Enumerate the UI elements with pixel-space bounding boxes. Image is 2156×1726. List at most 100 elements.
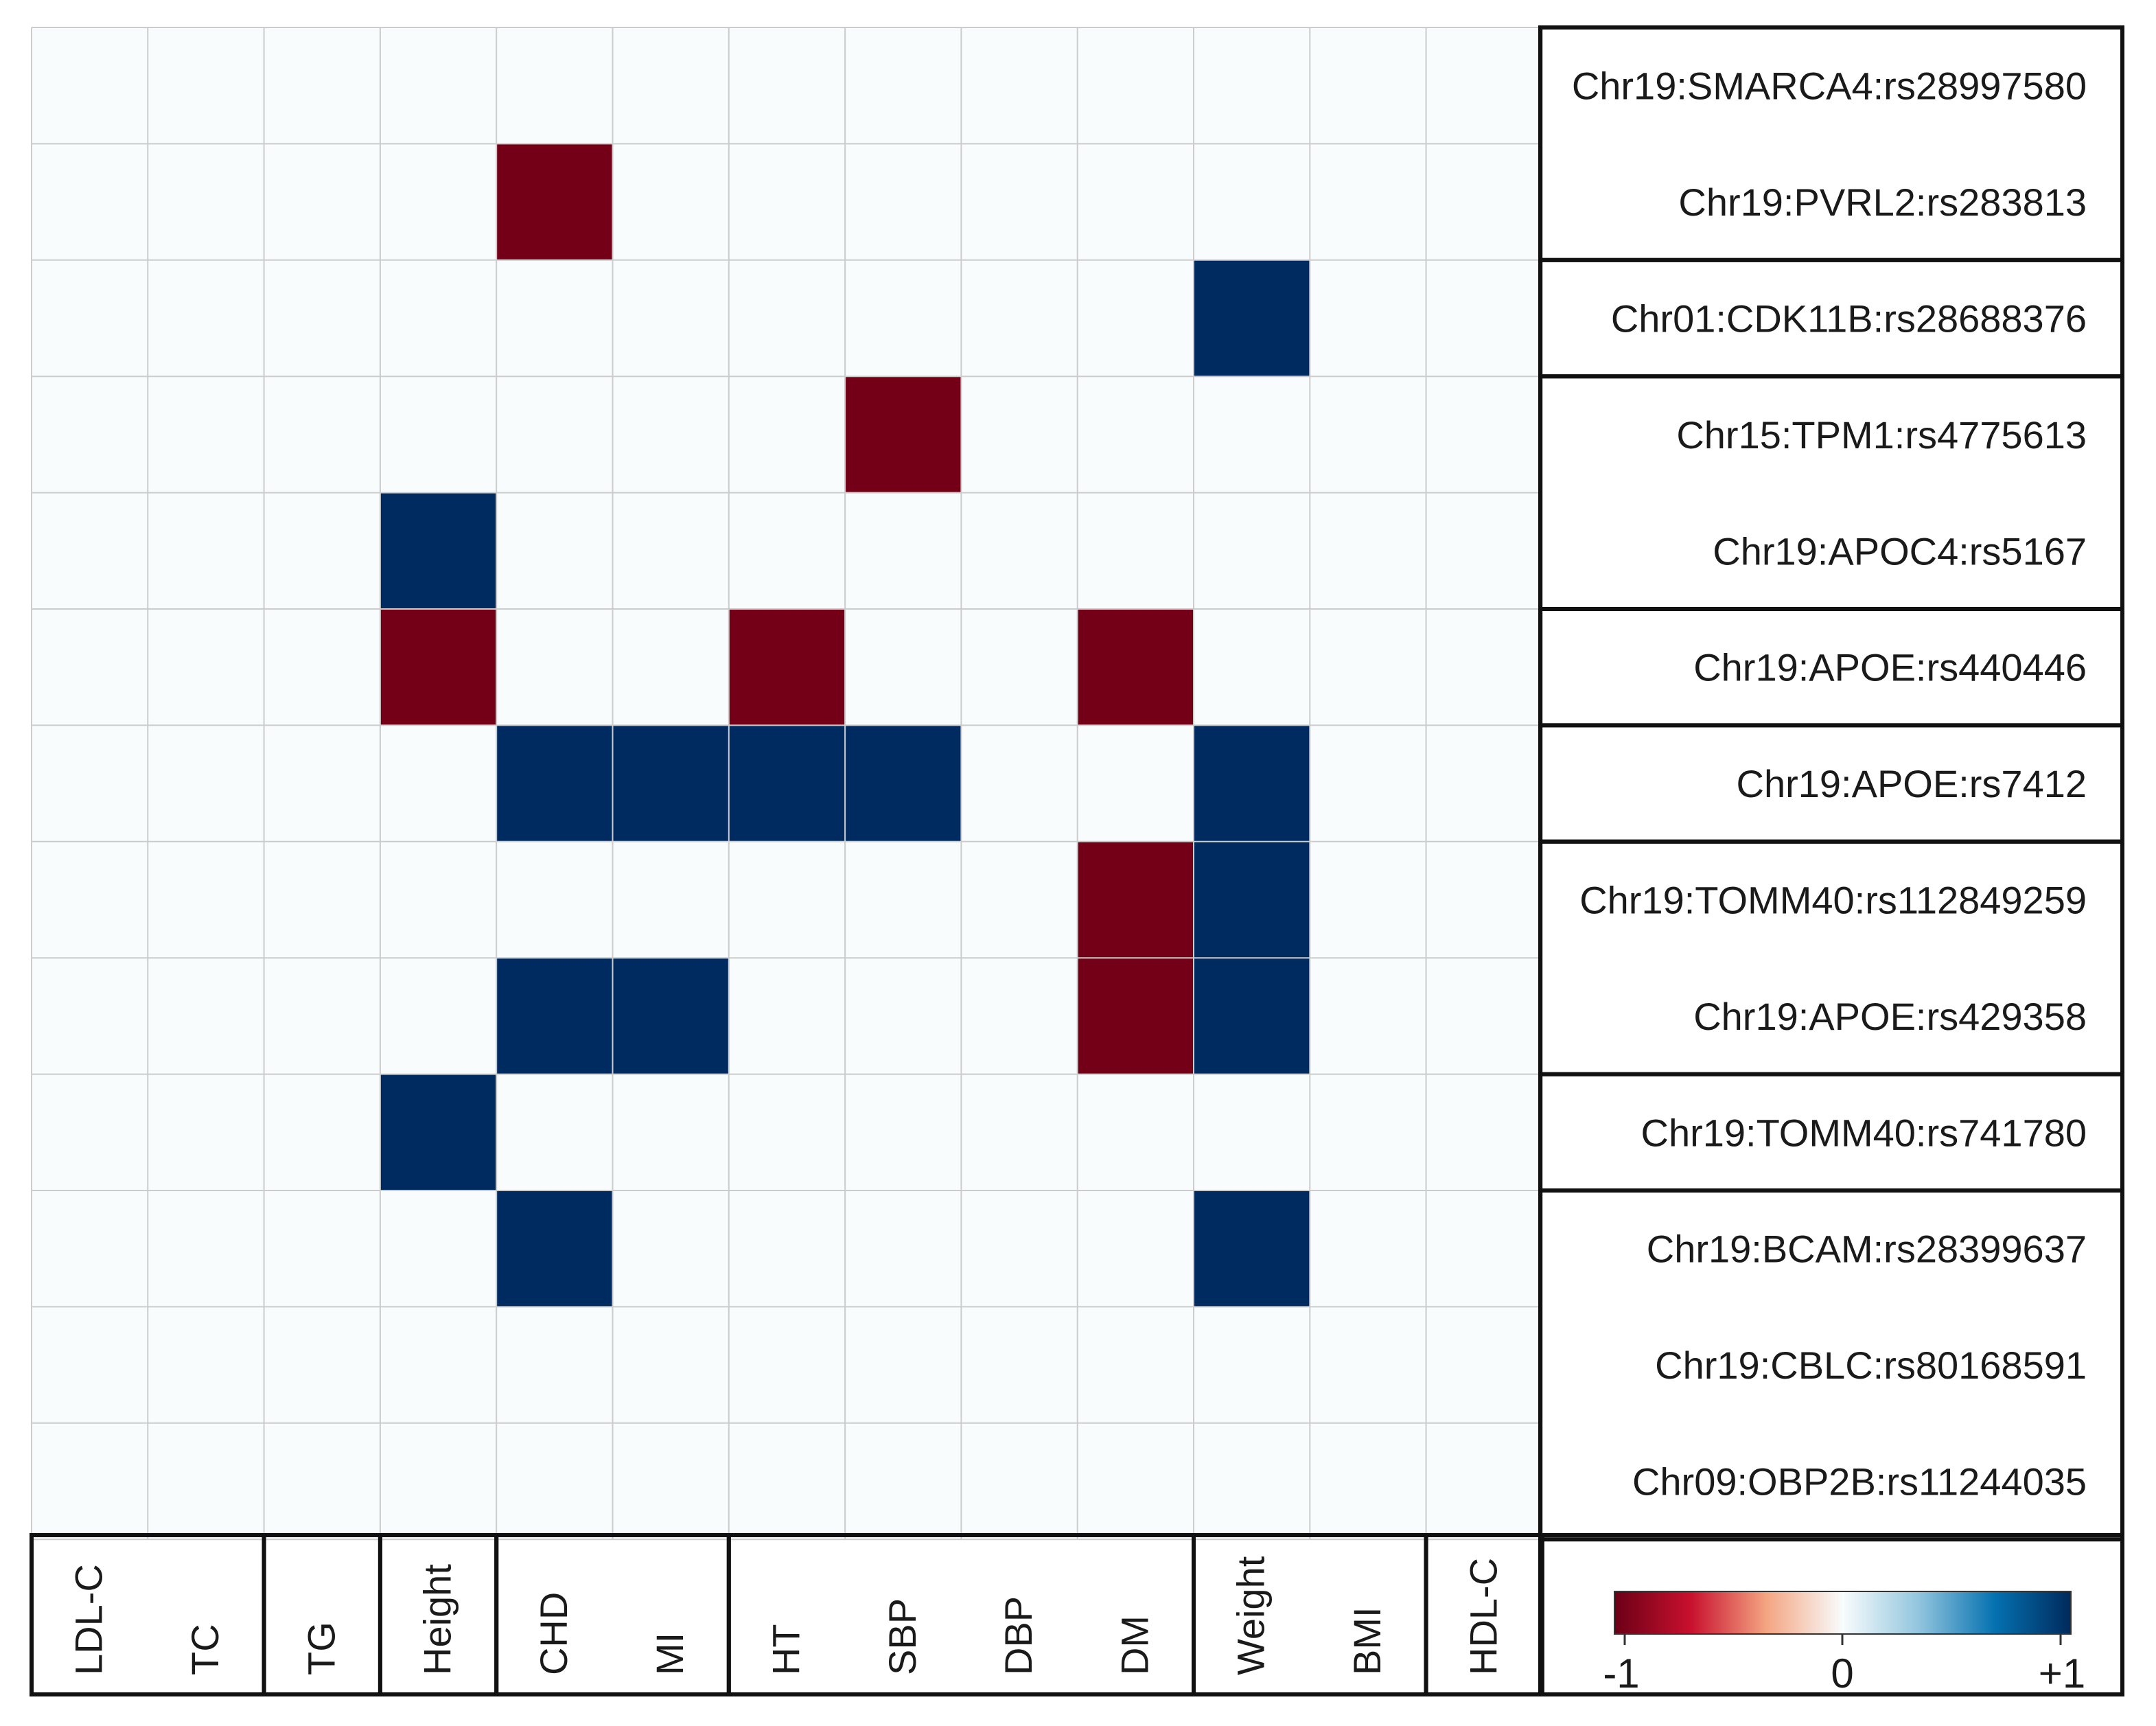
heatmap-cell-r11-mi <box>612 1307 730 1424</box>
color-scale-min-label: -1 <box>1603 1650 1639 1696</box>
heatmap-cell-r7-weight <box>1194 841 1310 958</box>
row-label-chr19-bcam-rs28399637: Chr19:BCAM:rs28399637 <box>1647 1228 2087 1271</box>
heatmap-cell-r5-bmi <box>1310 609 1427 726</box>
heatmap-cell-r5-tc <box>148 609 265 726</box>
heatmap-cell-r5-tg <box>264 609 381 726</box>
row-label-chr09-obp2b-rs11244035: Chr09:OBP2B:rs11244035 <box>1632 1460 2087 1504</box>
heatmap-cell-r4-hdl-c <box>1426 492 1543 610</box>
row-label-chr19-apoe-rs429358: Chr19:APOE:rs429358 <box>1693 995 2087 1038</box>
heatmap-cell-r2-dm <box>1077 260 1194 377</box>
heatmap-cell-r9-dm <box>1077 1074 1194 1191</box>
heatmap-cell-r7-tg <box>264 841 381 958</box>
heatmap-cell-r7-tc <box>148 841 265 958</box>
column-label-hdl-c: HDL-C <box>1461 1558 1505 1675</box>
heatmap-cell-r10-dm <box>1077 1190 1194 1307</box>
row-group-box-8 <box>1538 1188 2124 1542</box>
color-scale-legend: -1 0 +1 <box>1538 1533 2124 1696</box>
heatmap-cell-r3-height <box>380 376 497 494</box>
heatmap-cell-r7-sbp <box>845 841 962 958</box>
heatmap-cell-r9-chd <box>496 1074 613 1191</box>
heatmap-cell-r8-tc <box>148 958 265 1075</box>
row-label-chr15-tpm1-rs4775613: Chr15:TPM1:rs4775613 <box>1676 413 2087 457</box>
heatmap-cell-r2-dbp <box>961 260 1078 377</box>
heatmap-cell-r2-hdl-c <box>1426 260 1543 377</box>
heatmap-cell-r4-mi <box>612 492 730 610</box>
heatmap-cell-r5-dbp <box>961 609 1078 726</box>
heatmap-cell-r2-tc <box>148 260 265 377</box>
column-label-dm: DM <box>1113 1615 1156 1675</box>
column-label-sbp: SBP <box>881 1598 924 1675</box>
heatmap-cell-r4-weight <box>1194 492 1310 610</box>
color-scale-mid-label: 0 <box>1831 1650 1853 1696</box>
heatmap-cell-r2-chd <box>496 260 613 377</box>
heatmap-cell-r12-chd <box>496 1423 613 1540</box>
heatmap-cell-r10-ht <box>728 1190 846 1307</box>
heatmap-cell-r10-height <box>380 1190 497 1307</box>
heatmap-cell-r9-ldl-c <box>32 1074 148 1191</box>
heatmap-cell-r11-tc <box>148 1307 265 1424</box>
column-label-chd: CHD <box>532 1592 575 1675</box>
heatmap-cell-r11-chd <box>496 1307 613 1424</box>
heatmap-cell-r3-ldl-c <box>32 376 148 494</box>
heatmap-cell-r7-ldl-c <box>32 841 148 958</box>
heatmap-cell-r7-bmi <box>1310 841 1427 958</box>
row-label-chr19-apoe-rs7412: Chr19:APOE:rs7412 <box>1737 762 2087 805</box>
heatmap-cell-r8-mi <box>612 958 730 1075</box>
heatmap-cell-r0-chd <box>496 27 613 144</box>
column-group-boxes <box>30 1533 1544 1696</box>
heatmap-cell-r9-ht <box>728 1074 846 1191</box>
heatmap-cell-r9-weight <box>1194 1074 1310 1191</box>
heatmap-cells <box>32 27 1543 1540</box>
heatmap-cell-r9-mi <box>612 1074 730 1191</box>
heatmap-cell-r6-ht <box>728 725 846 842</box>
row-label-chr19-cblc-rs80168591: Chr19:CBLC:rs80168591 <box>1655 1344 2087 1387</box>
heatmap-cell-r6-sbp <box>845 725 962 842</box>
row-label-chr19-apoe-rs440446: Chr19:APOE:rs440446 <box>1693 646 2087 689</box>
heatmap-cell-r0-hdl-c <box>1426 27 1543 144</box>
column-label-ht: HT <box>764 1624 807 1675</box>
column-label-dbp: DBP <box>997 1596 1040 1675</box>
row-group-box-1 <box>1538 25 2124 262</box>
heatmap-cell-r1-hdl-c <box>1426 143 1543 261</box>
heatmap-cell-r0-ht <box>728 27 846 144</box>
heatmap-cell-r10-chd <box>496 1190 613 1307</box>
heatmap-cell-r5-weight <box>1194 609 1310 726</box>
heatmap-cell-r12-height <box>380 1423 497 1540</box>
heatmap-cell-r2-tg <box>264 260 381 377</box>
heatmap-cell-r12-mi <box>612 1423 730 1540</box>
row-labels: Chr19:SMARCA4:rs28997580 Chr19:PVRL2:rs28… <box>1572 65 2087 1504</box>
heatmap-cell-r0-ldl-c <box>32 27 148 144</box>
row-label-chr19-smarca4-rs28997580: Chr19:SMARCA4:rs28997580 <box>1572 65 2087 108</box>
column-label-weight: Weight <box>1229 1556 1273 1675</box>
heatmap-cell-r1-chd <box>496 143 613 261</box>
heatmap-cell-r6-mi <box>612 725 730 842</box>
heatmap-cell-r4-bmi <box>1310 492 1427 610</box>
heatmap-cell-r6-ldl-c <box>32 725 148 842</box>
heatmap-cell-r5-sbp <box>845 609 962 726</box>
heatmap-cell-r6-dbp <box>961 725 1078 842</box>
heatmap-cell-r12-weight <box>1194 1423 1310 1540</box>
heatmap-cell-r8-dbp <box>961 958 1078 1075</box>
heatmap-cell-r11-ldl-c <box>32 1307 148 1424</box>
heatmap-cell-r9-dbp <box>961 1074 1078 1191</box>
heatmap-cell-r5-dm <box>1077 609 1194 726</box>
row-label-chr19-apoc4-rs5167: Chr19:APOC4:rs5167 <box>1713 529 2087 573</box>
heatmap-cell-r12-bmi <box>1310 1423 1427 1540</box>
heatmap-cell-r3-mi <box>612 376 730 494</box>
heatmap-cell-r8-chd <box>496 958 613 1075</box>
heatmap-cell-r1-weight <box>1194 143 1310 261</box>
heatmap-cell-r6-chd <box>496 725 613 842</box>
heatmap-cell-r10-ldl-c <box>32 1190 148 1307</box>
heatmap-cell-r3-chd <box>496 376 613 494</box>
color-scale-max-label: +1 <box>2039 1650 2085 1696</box>
column-labels: LDL-C TC TG Height CHD MI HT SBP DBP DM Weight BMI H… <box>67 1556 1505 1675</box>
heatmap-cell-r2-height <box>380 260 497 377</box>
heatmap-cell-r0-tg <box>264 27 381 144</box>
row-group-box-6 <box>1538 839 2124 1077</box>
heatmap-cell-r4-chd <box>496 492 613 610</box>
heatmap-cell-r8-tg <box>264 958 381 1075</box>
heatmap-cell-r8-sbp <box>845 958 962 1075</box>
heatmap-cell-r6-height <box>380 725 497 842</box>
heatmap-cell-r6-tc <box>148 725 265 842</box>
